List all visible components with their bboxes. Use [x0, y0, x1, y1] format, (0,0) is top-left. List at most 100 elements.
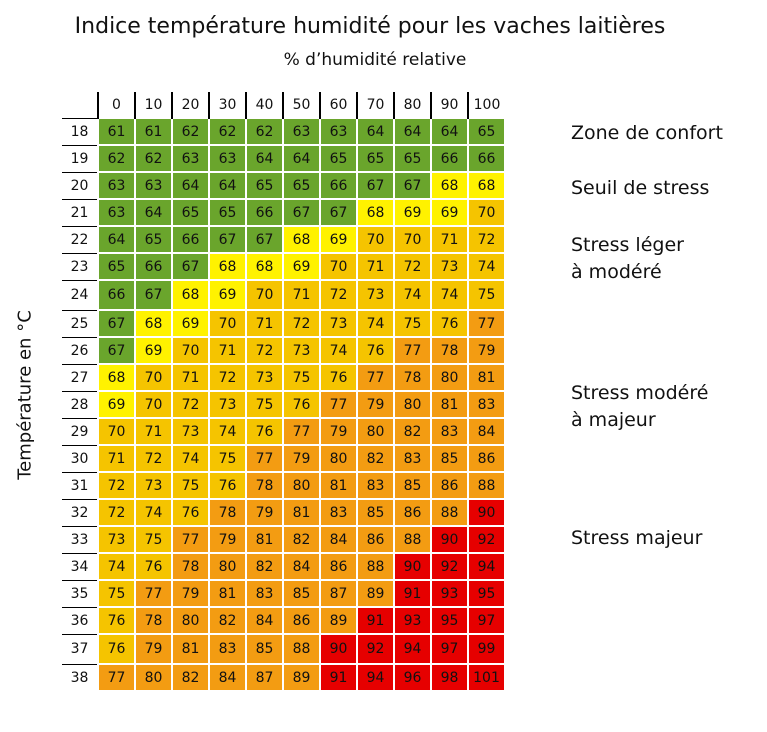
- row-header: 31: [62, 471, 98, 499]
- heatmap-cell: 81: [208, 579, 247, 608]
- heatmap-cell: 96: [393, 663, 432, 692]
- heatmap-cell: 68: [430, 171, 469, 200]
- heatmap-cell: 74: [171, 444, 210, 473]
- heatmap-cell: 90: [467, 498, 506, 527]
- heatmap-cell: 75: [393, 309, 432, 338]
- heatmap-cell: 78: [208, 498, 247, 527]
- heatmap-cell: 64: [134, 198, 173, 227]
- heatmap-cell: 73: [245, 363, 284, 392]
- heatmap-cell: 79: [171, 579, 210, 608]
- heatmap-cell: 89: [319, 606, 358, 635]
- row-header: 29: [62, 417, 98, 445]
- table-row: 30 71 72 74 75 77 79 80 82 83 85 86: [62, 444, 506, 473]
- heatmap-cell: 81: [319, 471, 358, 500]
- heatmap-cell: 70: [393, 225, 432, 254]
- heatmap-cell: 66: [97, 279, 136, 311]
- heatmap-cell: 95: [430, 606, 469, 635]
- heatmap-cell: 88: [467, 471, 506, 500]
- heatmap-cell: 84: [319, 525, 358, 554]
- heatmap-cell: 62: [97, 144, 136, 173]
- heatmap-cell: 62: [171, 117, 210, 146]
- row-header: 19: [62, 144, 98, 172]
- heatmap-cell: 74: [134, 498, 173, 527]
- heatmap-cell: 70: [319, 252, 358, 281]
- heatmap-cell: 94: [467, 552, 506, 581]
- column-header: 70: [356, 92, 394, 118]
- heatmap-cell: 81: [467, 363, 506, 392]
- heatmap-cell: 77: [356, 363, 395, 392]
- heatmap-cell: 86: [282, 606, 321, 635]
- row-header: 26: [62, 336, 98, 364]
- heatmap-cell: 71: [134, 417, 173, 446]
- heatmap-cell: 75: [97, 579, 136, 608]
- heatmap-cell: 86: [356, 525, 395, 554]
- heatmap-cell: 79: [134, 633, 173, 665]
- heatmap-cell: 73: [356, 279, 395, 311]
- heatmap-cell: 78: [430, 336, 469, 365]
- heatmap-cell: 67: [245, 225, 284, 254]
- heatmap-cell: 66: [319, 171, 358, 200]
- row-header: 22: [62, 225, 98, 253]
- heatmap-cell: 83: [356, 471, 395, 500]
- heatmap-cell: 86: [393, 498, 432, 527]
- heatmap-cell: 89: [356, 579, 395, 608]
- heatmap-cell: 82: [171, 663, 210, 692]
- heatmap-cell: 63: [97, 171, 136, 200]
- heatmap-cell: 90: [319, 633, 358, 665]
- heatmap-cell: 69: [134, 336, 173, 365]
- heatmap-cell: 63: [97, 198, 136, 227]
- heatmap-cell: 94: [356, 663, 395, 692]
- heatmap-cell: 94: [393, 633, 432, 665]
- heatmap-cell: 68: [467, 171, 506, 200]
- heatmap-cell: 64: [171, 171, 210, 200]
- heatmap-cell: 68: [171, 279, 210, 311]
- heatmap-cell: 64: [208, 171, 247, 200]
- row-header: 38: [62, 663, 98, 691]
- heatmap-cell: 79: [319, 417, 358, 446]
- heatmap-cell: 67: [208, 225, 247, 254]
- heatmap-cell: 70: [134, 390, 173, 419]
- row-header: 27: [62, 363, 98, 391]
- row-header: 28: [62, 390, 98, 418]
- heatmap-cell: 77: [319, 390, 358, 419]
- heatmap-cell: 65: [208, 198, 247, 227]
- heatmap-cell: 64: [245, 144, 284, 173]
- row-header: 37: [62, 633, 98, 664]
- heatmap-cell: 67: [393, 171, 432, 200]
- heatmap-cell: 68: [208, 252, 247, 281]
- heatmap-cell: 66: [245, 198, 284, 227]
- heatmap-cell: 67: [319, 198, 358, 227]
- heatmap-cell: 63: [319, 117, 358, 146]
- heatmap-cell: 84: [282, 552, 321, 581]
- table-row: 20 63 63 64 64 65 65 66 67 67 68 68: [62, 171, 506, 200]
- heatmap-cell: 76: [134, 552, 173, 581]
- heatmap-cell: 85: [430, 444, 469, 473]
- heatmap-cell: 91: [393, 579, 432, 608]
- heatmap-cell: 69: [393, 198, 432, 227]
- heatmap-cell: 74: [430, 279, 469, 311]
- heatmap-cell: 63: [208, 144, 247, 173]
- heatmap-cell: 85: [282, 579, 321, 608]
- table-row: 35 75 77 79 81 83 85 87 89 91 93 95: [62, 579, 506, 608]
- heatmap-body: 18 61 61 62 62 62 63 63 64 64 64 65 19 62 62 63 63 64 64 65…: [62, 117, 506, 692]
- heatmap-cell: 98: [430, 663, 469, 692]
- table-row: 32 72 74 76 78 79 81 83 85 86 88 90: [62, 498, 506, 527]
- heatmap-cell: 82: [393, 417, 432, 446]
- heatmap-cell: 97: [467, 606, 506, 635]
- column-header: 10: [134, 92, 172, 118]
- heatmap-cell: 69: [319, 225, 358, 254]
- row-header: 25: [62, 309, 98, 337]
- heatmap-cell: 66: [430, 144, 469, 173]
- heatmap-cell: 71: [282, 279, 321, 311]
- zone-label-seuil: Seuil de stress: [571, 177, 710, 199]
- heatmap-cell: 69: [430, 198, 469, 227]
- heatmap-cell: 64: [393, 117, 432, 146]
- heatmap-cell: 82: [245, 552, 284, 581]
- heatmap-cell: 80: [356, 417, 395, 446]
- heatmap-cell: 61: [134, 117, 173, 146]
- heatmap-cell: 76: [171, 498, 210, 527]
- heatmap-cell: 77: [467, 309, 506, 338]
- heatmap-cell: 65: [319, 144, 358, 173]
- heatmap-cell: 82: [356, 444, 395, 473]
- heatmap-cell: 70: [134, 363, 173, 392]
